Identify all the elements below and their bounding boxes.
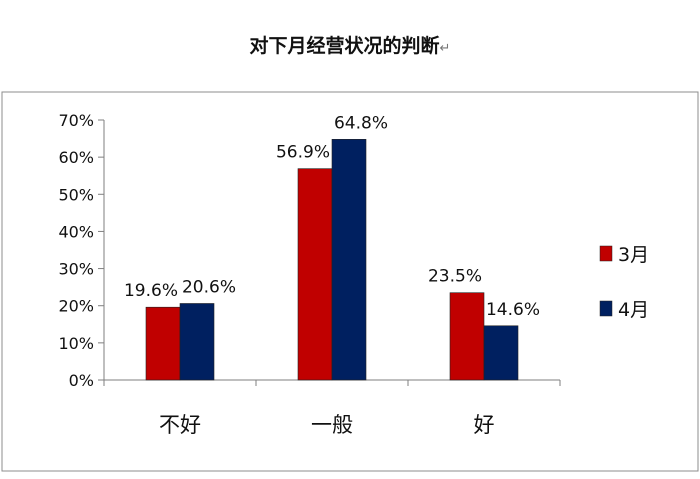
bar-3月-不好 <box>145 306 181 381</box>
data-label: 23.5% <box>428 267 482 287</box>
legend-label: 4月 <box>618 299 649 321</box>
data-label: 20.6% <box>182 277 236 297</box>
legend-swatch <box>599 300 613 317</box>
y-tick-label: 10% <box>58 334 94 353</box>
y-tick-label: 70% <box>58 111 94 130</box>
x-tick-label: 不好 <box>159 413 201 437</box>
y-axis: 0% 10% 20% 30% 40% 50% 60% 70% <box>58 111 105 390</box>
x-tick-label: 一般 <box>311 413 353 437</box>
title-suffix: ↵ <box>440 41 451 56</box>
y-tick-label: 40% <box>58 222 94 241</box>
bar-4月-不好 <box>179 303 215 381</box>
data-label: 14.6% <box>486 300 540 320</box>
data-label: 56.9% <box>276 143 330 163</box>
bars <box>145 139 519 381</box>
y-tick-label: 20% <box>58 297 94 316</box>
y-tick-label: 60% <box>58 148 94 167</box>
bar-4月-一般 <box>331 139 367 381</box>
legend: 3月 4月 <box>599 244 649 321</box>
data-label: 19.6% <box>124 281 178 301</box>
bar-4月-好 <box>483 325 519 381</box>
x-tick-label: 好 <box>474 413 495 437</box>
bar-3月-一般 <box>297 168 333 381</box>
data-labels: 19.6% 56.9% 23.5% 20.6% 64.8% 14.6% <box>124 113 540 319</box>
y-tick-label: 50% <box>58 185 94 204</box>
chart-title: 对下月经营状况的判断↵ <box>250 34 451 57</box>
x-axis: 不好 一般 好 <box>103 379 561 437</box>
chart-frame <box>1 91 699 472</box>
y-tick-label: 0% <box>69 371 94 390</box>
data-label: 64.8% <box>334 113 388 133</box>
legend-label: 3月 <box>618 244 649 266</box>
bar-3月-好 <box>449 292 485 381</box>
legend-swatch <box>599 245 613 262</box>
y-tick-label: 30% <box>58 260 94 279</box>
